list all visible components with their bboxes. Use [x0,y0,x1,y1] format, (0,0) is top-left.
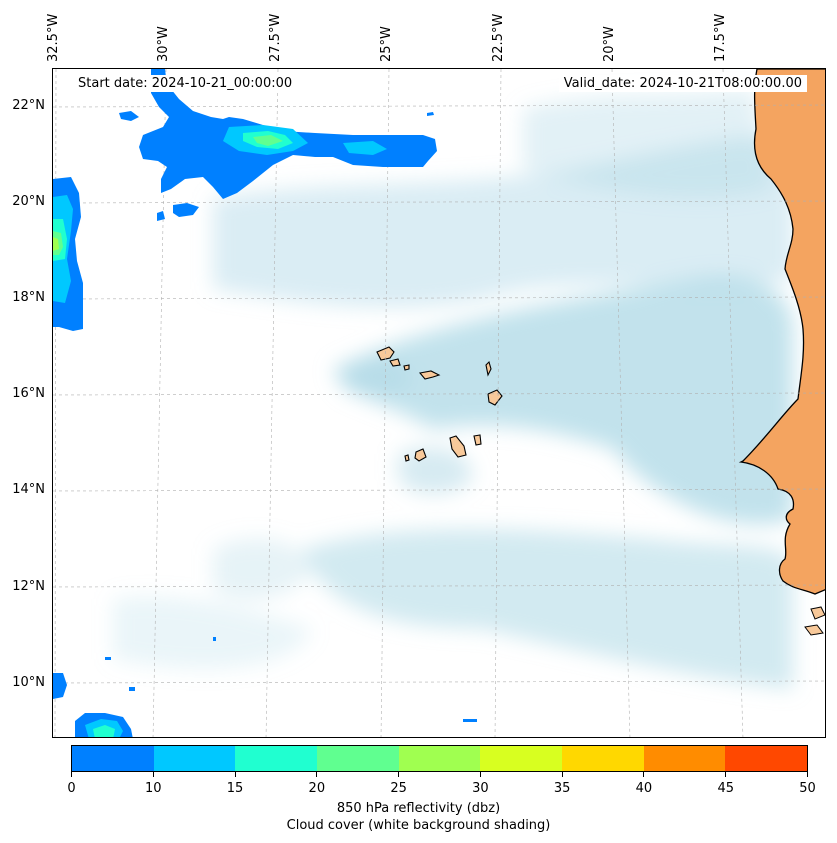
island-sal [485,360,492,377]
colorbar-tick-label: 35 [553,781,571,796]
reflectivity-cell-small [427,112,434,116]
colorbar-segment [153,746,236,771]
reflectivity-speck [213,637,216,641]
colorbar-segment [562,746,644,771]
gridlines [53,69,825,737]
lon-label: 30°W [156,26,171,62]
island-sao-vicente [389,358,401,367]
cloud-wisp-sw [113,596,313,669]
cloud-cover [113,89,793,689]
lon-label: 25°W [379,26,394,62]
cape-verde-islands [376,346,503,462]
island-santa-luzia [403,364,410,371]
reflectivity-cell-north-inner [253,135,283,146]
reflectivity-cell-small [119,111,139,121]
colorbar-tick [725,772,727,777]
cloud-band-central [333,276,793,525]
island-sao-nicolau [418,370,441,380]
colorbar-tick-label: 15 [226,781,244,796]
colorbar-tick [561,772,563,777]
colorbar-tick [152,772,154,777]
colorbar-tick-label: 30 [472,781,489,796]
lat-label: 14°N [12,482,45,497]
lon-label: 20°W [602,26,617,62]
cloud-wisp-west [213,538,313,600]
coastal-island [810,606,825,620]
colorbar-tick [316,772,318,777]
colorbar-sublabel: Cloud cover (white background shading) [286,818,551,833]
island-santiago [449,435,467,458]
lon-label: 27.5°W [268,13,283,62]
reflectivity-cell-south-inner [93,725,115,737]
africa-land [738,69,825,595]
colorbar-tick-label: 50 [799,781,816,796]
colorbar-tick-label: 0 [67,781,76,796]
lat-label: 18°N [12,290,45,305]
lat-label: 12°N [12,579,45,594]
colorbar-tick-label: 40 [635,781,653,796]
colorbar-segment [317,746,399,771]
colorbar-tick [807,772,808,777]
map-area [52,68,826,738]
valid-date-label: Valid_date: 2024-10-21T08:00:00.00 [558,75,807,92]
lon-label: 22.5°W [491,13,506,62]
reflectivity-cell-small [157,211,165,221]
lon-label: 32.5°W [46,13,61,62]
map-canvas [53,69,825,737]
colorbar-segment [398,746,481,771]
lat-label: 16°N [12,386,45,401]
colorbar-tick [479,772,481,777]
reflectivity-speck [463,719,477,722]
start-date-label: Start date: 2024-10-21_00:00:00 [73,75,298,92]
island-fogo [414,448,427,462]
lat-label: 22°N [12,98,45,113]
colorbar-tick-label: 45 [717,781,734,796]
island-maio [473,434,482,446]
cloud-wisp-ne [523,89,773,198]
colorbar-tick [71,772,72,777]
colorbar-tick [234,772,236,777]
colorbar [71,745,808,772]
island-brava [404,454,410,462]
reflectivity-speck [129,687,135,691]
reflectivity-cell-sw [53,673,67,699]
colorbar-tick [643,772,645,777]
colorbar-segment [480,746,563,771]
lat-label: 10°N [12,675,45,690]
colorbar-segment [643,746,726,771]
reflectivity-speck [105,657,111,660]
colorbar-tick-label: 10 [144,781,162,796]
reflectivity-cell-west-inner [53,237,59,251]
cloud-band-south [303,529,793,689]
reflectivity-cell-north-inner [343,141,387,155]
coastal-island [804,624,824,636]
colorbar-segment [72,746,154,771]
reflectivity-cell-ne [173,203,199,217]
colorbar-tick [398,772,400,777]
lon-label: 17.5°W [713,13,728,62]
reflectivity-cells [53,69,477,737]
cloud-patch-islands [343,358,413,396]
colorbar-tick-label: 25 [390,781,407,796]
lat-label: 20°N [12,194,45,209]
colorbar-segment [235,746,318,771]
colorbar-segment [725,746,808,771]
colorbar-tick-label: 20 [308,781,326,796]
colorbar-label: 850 hPa reflectivity (dbz) [336,801,501,816]
